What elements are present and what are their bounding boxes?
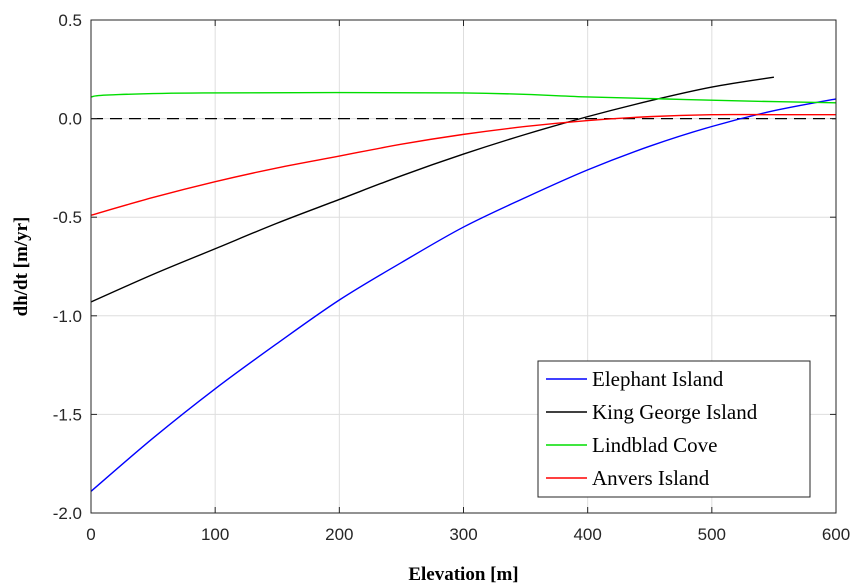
y-tick-label: -1.0: [53, 307, 82, 326]
series-line-king-george-island: [90, 76, 775, 303]
x-tick-label: 600: [822, 525, 850, 544]
axis-ticks: 0 100 200 300 400 500 600 -2.0 -1.5 -1.0 -0.5 0.0 0.…: [53, 11, 850, 544]
series-line-elephant-island: [90, 98, 837, 492]
y-tick-label: -2.0: [53, 504, 82, 523]
legend-label-king-george-island: King George Island: [592, 400, 758, 424]
x-tick-label: 500: [698, 525, 726, 544]
x-tick-label: 0: [86, 525, 95, 544]
x-axis-label: Elevation [m]: [408, 564, 518, 585]
y-tick-label: -0.5: [53, 208, 82, 227]
legend-label-lindblad-cove: Lindblad Cove: [592, 433, 717, 457]
legend-label-elephant-island: Elephant Island: [592, 367, 724, 391]
x-tick-label: 300: [449, 525, 477, 544]
legend: Elephant Island King George Island Lindbla…: [537, 360, 811, 498]
legend-label-anvers-island: Anvers Island: [592, 466, 710, 490]
x-tick-label: 200: [325, 525, 353, 544]
legend-box: [537, 360, 811, 498]
series-line-anvers-island: [90, 113, 836, 216]
x-tick-label: 100: [201, 525, 229, 544]
y-axis-label: dh/dt [m/yr]: [11, 217, 32, 317]
series-line-lindblad-cove: [90, 91, 837, 104]
x-tick-label: 400: [573, 525, 601, 544]
y-tick-label: 0.5: [58, 11, 82, 30]
y-tick-label: -1.5: [53, 405, 82, 424]
y-tick-label: 0.0: [58, 110, 82, 129]
series-lines: [90, 76, 837, 492]
